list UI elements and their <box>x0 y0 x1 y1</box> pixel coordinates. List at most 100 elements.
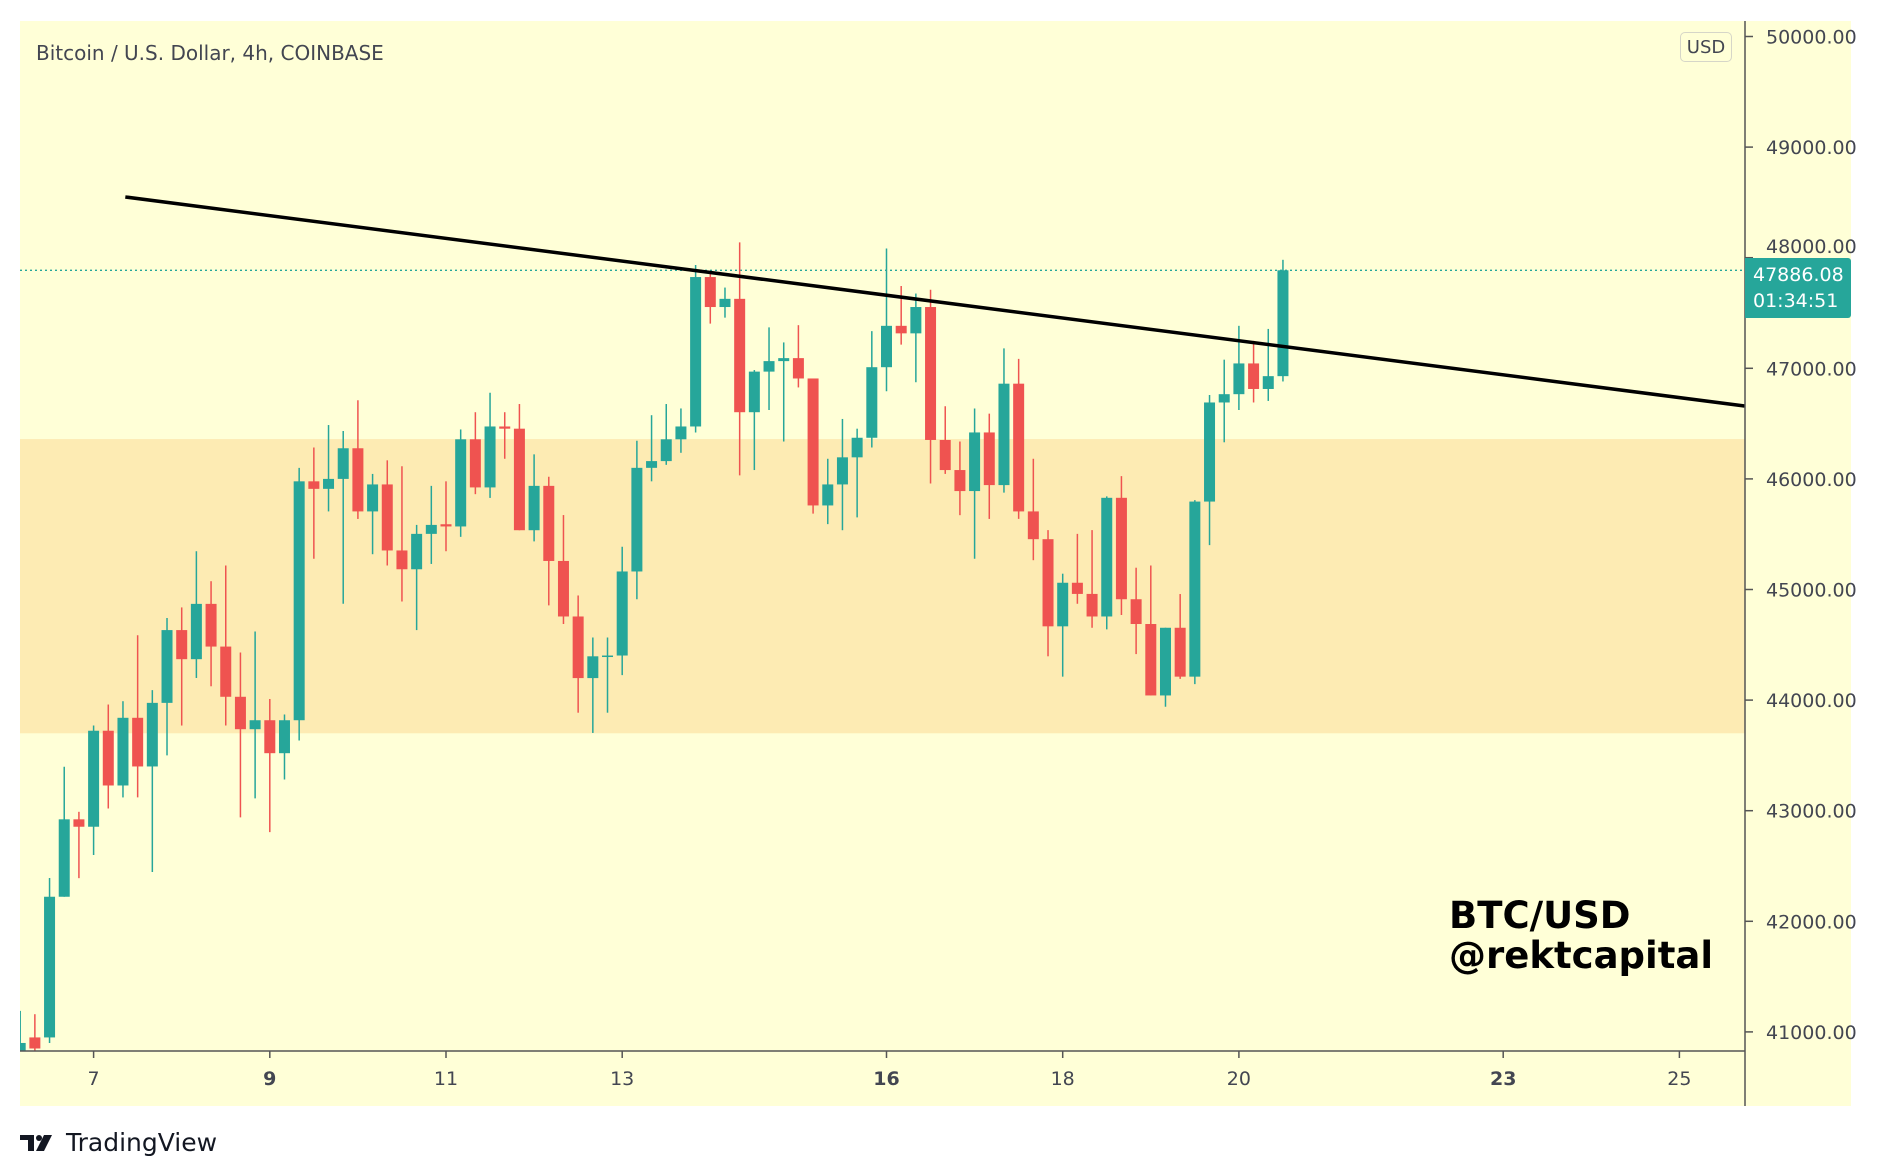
candle <box>587 637 599 733</box>
candle-body <box>1233 363 1245 395</box>
candle-body <box>939 439 951 471</box>
candle <box>381 460 393 566</box>
candle-body <box>234 696 246 730</box>
currency-badge[interactable]: USD <box>1680 32 1732 62</box>
candle-body <box>851 437 863 458</box>
candle-body <box>146 702 158 767</box>
candle-body <box>1277 270 1289 377</box>
candle <box>528 454 540 542</box>
x-tick-label: 25 <box>1667 1068 1691 1090</box>
candle-body <box>29 1037 41 1049</box>
candle <box>367 473 379 555</box>
candle-body <box>20 1042 26 1051</box>
candle <box>1262 328 1274 401</box>
candle <box>352 400 364 519</box>
candle <box>308 447 320 559</box>
candle <box>763 327 775 410</box>
candle-body <box>411 533 423 570</box>
candle <box>748 370 760 471</box>
x-tick-label: 20 <box>1227 1068 1251 1090</box>
candle-body <box>73 819 85 827</box>
candle <box>20 1010 26 1051</box>
candle <box>998 348 1010 493</box>
candle-body <box>895 325 907 334</box>
candle <box>1277 259 1289 382</box>
y-tick-label: 48000.00 <box>1766 236 1857 258</box>
candle-body <box>602 655 614 658</box>
candle <box>895 286 907 345</box>
watermark: BTC/USD @rektcapital <box>1449 896 1713 976</box>
candle-body <box>881 325 892 368</box>
candle <box>117 701 129 798</box>
candle <box>1027 458 1039 561</box>
candle <box>176 607 188 726</box>
candle <box>1189 500 1201 685</box>
candle-body <box>425 524 437 534</box>
candle-body <box>660 439 672 462</box>
y-tick-label: 49000.00 <box>1766 137 1857 159</box>
candle-body <box>455 439 467 527</box>
candle-body <box>1145 624 1157 696</box>
tradingview-logo[interactable]: TradingView <box>20 1128 217 1157</box>
candle <box>499 412 511 459</box>
chart-title: Bitcoin / U.S. Dollar, 4h, COINBASE <box>36 41 384 65</box>
candle <box>660 404 672 465</box>
candle <box>807 378 819 514</box>
candle <box>925 289 937 484</box>
x-tick-label: 16 <box>873 1068 899 1090</box>
y-tick-label: 41000.00 <box>1766 1022 1857 1044</box>
candle <box>264 698 276 833</box>
candle-body <box>587 656 599 679</box>
candle-body <box>1057 582 1069 627</box>
candle <box>484 392 496 498</box>
candle-body <box>646 461 658 468</box>
candle <box>1101 496 1113 630</box>
candle <box>1174 594 1186 679</box>
candle-body <box>1027 511 1039 540</box>
candle-body <box>176 630 188 660</box>
candle-body <box>1071 582 1083 594</box>
candle <box>455 429 467 537</box>
x-tick-label: 11 <box>434 1068 458 1090</box>
candle <box>132 635 144 798</box>
candle <box>690 264 702 433</box>
candle-body <box>88 730 100 827</box>
candle <box>602 637 614 713</box>
y-tick-label: 42000.00 <box>1766 911 1857 933</box>
candle <box>1145 565 1157 696</box>
candle-body <box>1262 376 1274 389</box>
candle-body <box>278 720 290 754</box>
plot-area <box>20 195 1745 1051</box>
candle <box>220 565 232 726</box>
candle <box>293 467 305 741</box>
candle-body <box>1189 501 1201 677</box>
candle-body <box>572 616 584 679</box>
candle <box>146 690 158 872</box>
x-tick-label: 9 <box>263 1068 276 1090</box>
candle-body <box>1115 497 1127 600</box>
candle-body <box>381 484 393 551</box>
candle-body <box>367 484 379 512</box>
candle-body <box>557 560 569 617</box>
candle <box>425 485 437 564</box>
candle-body <box>925 307 937 440</box>
candle-body <box>807 378 819 506</box>
candle <box>323 425 335 512</box>
candle <box>88 725 100 855</box>
candle <box>440 481 452 552</box>
candle-body <box>264 720 276 754</box>
candle-body <box>910 307 922 334</box>
candle <box>190 551 202 678</box>
candle <box>469 412 481 495</box>
y-tick-label: 45000.00 <box>1766 580 1857 602</box>
candle <box>234 652 246 818</box>
candle <box>1042 530 1054 657</box>
candle <box>58 766 70 897</box>
candle <box>1204 394 1216 546</box>
y-tick-label: 43000.00 <box>1766 801 1857 823</box>
candle <box>1086 530 1098 628</box>
candle-body <box>293 481 305 721</box>
candle <box>1013 358 1025 519</box>
candle <box>646 415 658 482</box>
